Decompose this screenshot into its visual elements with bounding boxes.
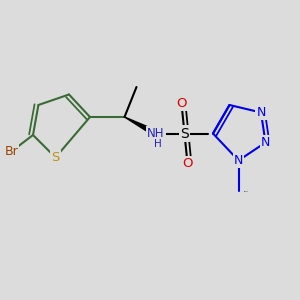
Text: N: N	[256, 106, 266, 119]
Polygon shape	[124, 117, 158, 136]
Text: NH: NH	[147, 127, 165, 140]
Text: S: S	[51, 151, 60, 164]
Text: H: H	[154, 139, 161, 149]
Text: O: O	[182, 157, 193, 170]
Text: N: N	[234, 154, 243, 167]
Text: N: N	[261, 136, 270, 149]
Text: methyl: methyl	[244, 191, 249, 192]
Text: O: O	[176, 97, 187, 110]
Text: S: S	[180, 127, 189, 140]
Text: Br: Br	[4, 145, 18, 158]
